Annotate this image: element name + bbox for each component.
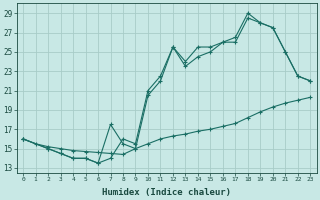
X-axis label: Humidex (Indice chaleur): Humidex (Indice chaleur) (102, 188, 231, 197)
